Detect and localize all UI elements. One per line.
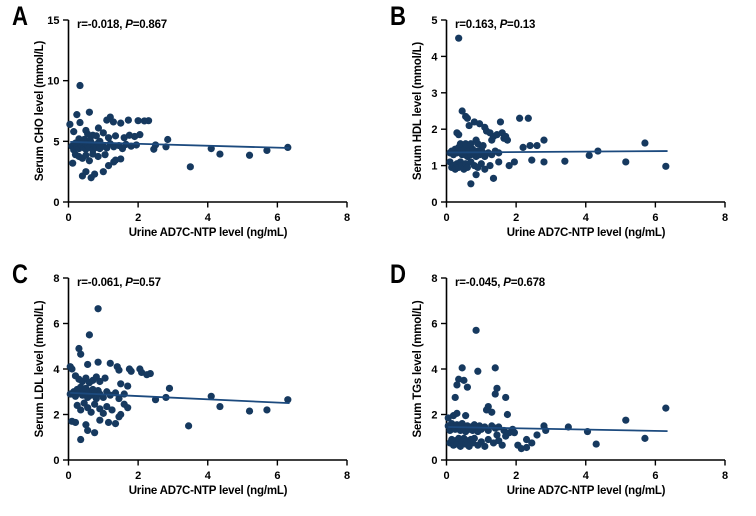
r-value: r=-0.061, <box>77 277 126 289</box>
svg-text:2: 2 <box>431 410 437 422</box>
svg-text:2: 2 <box>135 470 141 482</box>
scatter-plot: 0 5 10 15 0 2 4 6 8 <box>47 15 350 224</box>
svg-text:6: 6 <box>431 319 437 331</box>
r-value: r=-0.045, <box>455 277 504 289</box>
svg-text:4: 4 <box>205 470 212 482</box>
scatter-panel-d: 0 2 4 6 8 0 2 4 6 8 D r=-0.045, P=0.678 Serum TGs… <box>378 258 756 516</box>
p-value: =0.678 <box>510 277 545 289</box>
y-axis-label: Serum HDL level (mmol/L) <box>412 41 424 181</box>
svg-text:8: 8 <box>722 470 728 482</box>
x-axis-label: Urine AD7C-NTP level (ng/mL) <box>128 227 288 239</box>
p-symbol: P <box>125 19 133 31</box>
svg-text:0: 0 <box>443 470 449 482</box>
svg-text:6: 6 <box>274 212 280 224</box>
scatter-panel-b: 0 1 2 3 4 5 0 2 4 6 8 B r=0.163, P=0.13 Serum HDL … <box>378 0 756 258</box>
correlation-annotation: r=0.163, P=0.13 <box>455 19 535 31</box>
p-symbol: P <box>125 277 133 289</box>
svg-text:2: 2 <box>513 212 519 224</box>
x-axis-label: Urine AD7C-NTP level (ng/mL) <box>506 227 666 239</box>
y-axis-label: Serum LDL level (mmol/L) <box>34 300 46 438</box>
svg-text:0: 0 <box>53 455 59 467</box>
r-value: r=-0.018, <box>77 19 126 31</box>
p-symbol: P <box>503 277 511 289</box>
svg-text:0: 0 <box>65 212 71 224</box>
correlation-annotation: r=-0.061, P=0.57 <box>77 277 161 289</box>
x-axis-label: Urine AD7C-NTP level (ng/mL) <box>506 485 666 497</box>
svg-text:4: 4 <box>583 212 590 224</box>
svg-text:5: 5 <box>53 136 59 148</box>
svg-text:0: 0 <box>65 470 71 482</box>
panel-letter: C <box>12 259 28 289</box>
scatter-plot: 0 2 4 6 8 0 2 4 6 8 <box>431 273 728 482</box>
svg-text:8: 8 <box>344 470 350 482</box>
correlation-annotation: r=-0.018, P=0.867 <box>77 19 167 31</box>
svg-text:4: 4 <box>53 364 60 376</box>
y-axis-label: Serum TGs level (mmol/L) <box>412 300 424 438</box>
svg-text:0: 0 <box>431 455 437 467</box>
svg-text:10: 10 <box>47 76 59 88</box>
svg-text:6: 6 <box>652 470 658 482</box>
svg-text:4: 4 <box>583 470 590 482</box>
svg-text:3: 3 <box>431 88 437 100</box>
svg-text:6: 6 <box>652 212 658 224</box>
svg-text:8: 8 <box>344 212 350 224</box>
p-value: =0.57 <box>132 277 161 289</box>
svg-text:6: 6 <box>274 470 280 482</box>
svg-text:2: 2 <box>513 470 519 482</box>
panel-letter: D <box>390 259 406 289</box>
scatter-plot: 0 2 4 6 8 0 2 4 6 8 <box>53 273 350 482</box>
svg-text:15: 15 <box>47 15 59 27</box>
panel-letter: B <box>390 1 406 31</box>
svg-text:8: 8 <box>53 273 59 285</box>
svg-text:2: 2 <box>135 212 141 224</box>
p-symbol: P <box>499 19 508 31</box>
p-value: =0.13 <box>507 19 536 31</box>
svg-text:0: 0 <box>431 197 437 209</box>
scatter-plot: 0 1 2 3 4 5 0 2 4 6 8 <box>431 15 728 224</box>
svg-text:6: 6 <box>53 319 59 331</box>
svg-text:1: 1 <box>431 161 437 173</box>
svg-text:4: 4 <box>431 364 438 376</box>
p-value: =0.867 <box>132 19 167 31</box>
svg-text:2: 2 <box>53 410 59 422</box>
svg-text:0: 0 <box>53 197 59 209</box>
scatter-panel-a: 0 5 10 15 0 2 4 6 8 A r=-0.018, P=0.867 Serum CH… <box>0 0 378 258</box>
svg-text:5: 5 <box>431 15 437 27</box>
y-axis-label: Serum CHO level (mmol/L) <box>34 40 46 182</box>
r-value: r=0.163, <box>455 19 500 31</box>
svg-text:4: 4 <box>431 51 438 63</box>
svg-text:0: 0 <box>443 212 449 224</box>
svg-text:8: 8 <box>722 212 728 224</box>
svg-text:4: 4 <box>205 212 212 224</box>
scatter-panel-c: 0 2 4 6 8 0 2 4 6 8 C r=-0.061, P=0.57 Serum LDL … <box>0 258 378 516</box>
panel-letter: A <box>12 1 28 31</box>
correlation-annotation: r=-0.045, P=0.678 <box>455 277 545 289</box>
svg-text:8: 8 <box>431 273 437 285</box>
x-axis-label: Urine AD7C-NTP level (ng/mL) <box>128 485 288 497</box>
svg-text:2: 2 <box>431 124 437 136</box>
